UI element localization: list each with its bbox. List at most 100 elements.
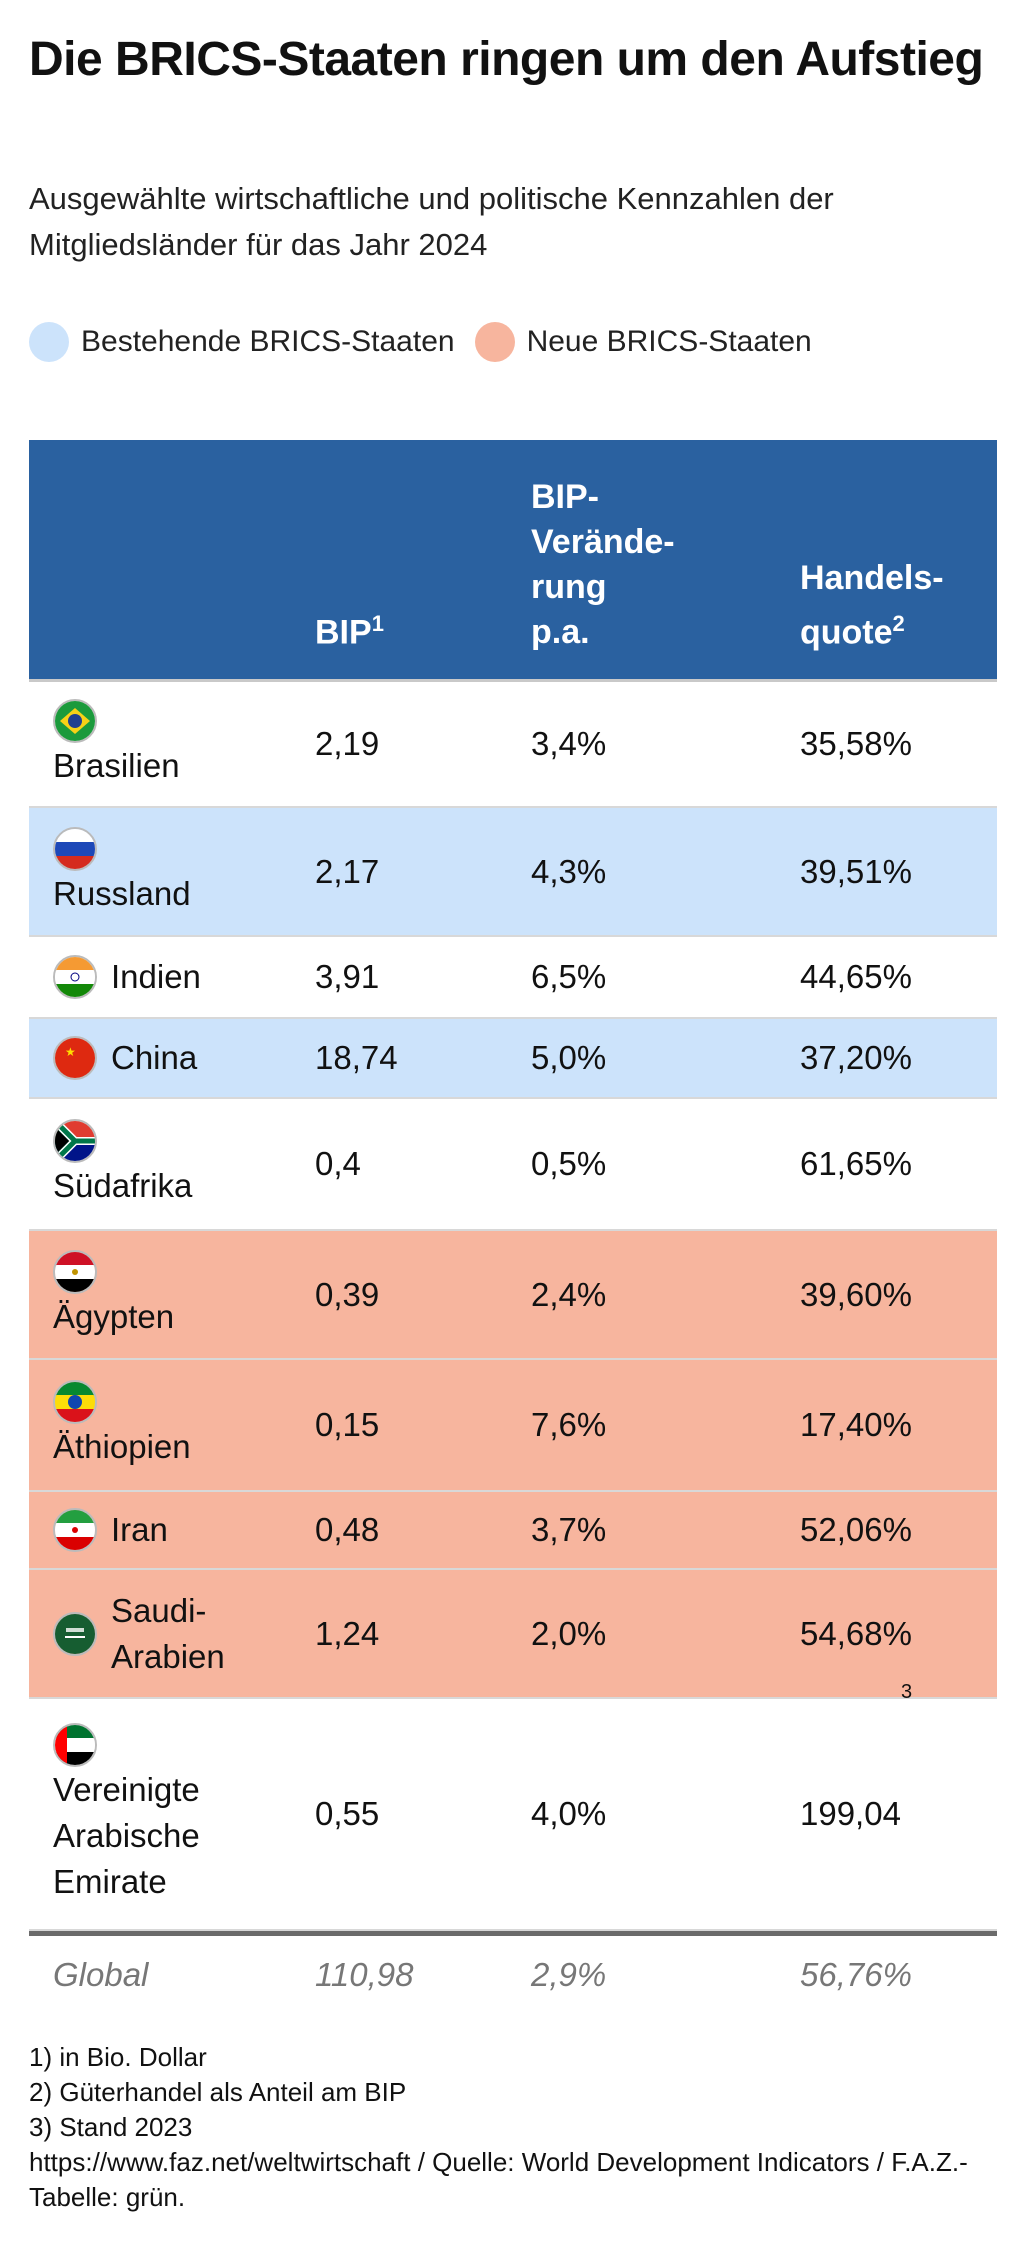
- change-cell: 6,5%: [531, 958, 607, 995]
- uae-flag-icon: [53, 1723, 97, 1767]
- trade-value: 52,06%: [800, 1511, 912, 1548]
- trade-value: 54,68%: [800, 1614, 912, 1652]
- table-row: Indien 3,91 6,5% 44,65%: [29, 937, 997, 1019]
- country-name: Saudi- Arabien: [111, 1591, 225, 1675]
- brazil-flag-icon: [53, 699, 97, 743]
- country-name: Äthiopien: [53, 1428, 191, 1465]
- trade-cell: 35,58%: [800, 682, 912, 806]
- bip-cell: 0,55: [315, 1795, 380, 1832]
- trade-cell: 199,04 3: [800, 1681, 912, 1929]
- table-row: Ägypten 0,39 2,4% 39,60%: [29, 1231, 997, 1360]
- bip-cell: 3,91: [315, 958, 380, 995]
- table-row: Südafrika 0,4 0,5% 61,65%: [29, 1099, 997, 1231]
- footnote-marker: 2: [892, 610, 905, 636]
- global-change: 2,9%: [531, 1955, 607, 1993]
- change-cell: 2,4%: [531, 1275, 607, 1313]
- bip-cell: 18,74: [315, 1039, 398, 1076]
- country-cell: Russland: [53, 808, 191, 935]
- table-row: Vereinigte Arabische Emirate 0,55 4,0% 1…: [29, 1681, 997, 1931]
- table-row: Russland 2,17 4,3% 39,51%: [29, 808, 997, 937]
- footnotes: 1) in Bio. Dollar 2) Güterhandel als Ant…: [29, 2040, 989, 2215]
- legend-swatch-existing: [29, 322, 69, 362]
- india-flag-icon: [53, 955, 97, 999]
- change-cell: 4,3%: [531, 852, 607, 890]
- iran-flag-icon: [53, 1508, 97, 1552]
- country-cell: Saudi- Arabien: [53, 1570, 225, 1697]
- global-separator: [29, 1931, 997, 1936]
- subtitle: Ausgewählte wirtschaftliche und politisc…: [29, 181, 834, 262]
- footnote: 2) Güterhandel als Anteil am BIP: [29, 2077, 407, 2107]
- saudi-arabia-flag-icon: [53, 1611, 97, 1656]
- global-label: Global: [53, 1955, 149, 1993]
- trade-cell: 61,65%: [800, 1099, 912, 1229]
- legend-label: Bestehende BRICS-Staaten: [81, 325, 455, 358]
- trade-cell: 54,68%: [800, 1570, 912, 1697]
- egypt-flag-icon: [53, 1249, 97, 1294]
- country-name: Russland: [53, 874, 191, 912]
- trade-cell: 37,20%: [800, 1019, 912, 1097]
- country-cell: ★ China: [53, 1019, 197, 1097]
- change-cell: 2,0%: [531, 1614, 607, 1652]
- trade-cell: 17,40%: [800, 1360, 912, 1490]
- country-name: Iran: [111, 1511, 168, 1548]
- table-row: Saudi- Arabien 1,24 2,0% 54,68%: [29, 1570, 997, 1699]
- ethiopia-flag-icon: [53, 1380, 97, 1424]
- change-cell: 3,7%: [531, 1511, 607, 1548]
- legend: Bestehende BRICS-Staaten Neue BRICS-Staa…: [29, 322, 832, 362]
- table-row: Iran 0,48 3,7% 52,06%: [29, 1492, 997, 1570]
- trade-value: 199,04: [800, 1795, 901, 1832]
- header-bip: BIP1: [315, 601, 384, 655]
- bip-cell: 2,17: [315, 852, 380, 890]
- footnote: 3) Stand 2023: [29, 2112, 193, 2142]
- trade-value: 35,58%: [800, 725, 912, 762]
- header-trade-label: Handels- quote: [800, 558, 944, 651]
- table-row: ★ China 18,74 5,0% 37,20%: [29, 1019, 997, 1099]
- change-cell: 7,6%: [531, 1406, 607, 1443]
- source-note: https://www.faz.net/weltwirtschaft / Que…: [29, 2147, 968, 2212]
- trade-value: 61,65%: [800, 1145, 912, 1182]
- bip-cell: 0,39: [315, 1275, 380, 1313]
- table-header: BIP1 BIP- Verände- rung p.a. Handels- qu…: [29, 440, 997, 682]
- trade-value: 39,60%: [800, 1275, 912, 1313]
- page-title: Die BRICS-Staaten ringen um den Aufstieg: [29, 33, 984, 86]
- trade-value: 17,40%: [800, 1406, 912, 1443]
- country-cell: Vereinigte Arabische Emirate: [53, 1699, 200, 1929]
- country-cell: Brasilien: [53, 682, 180, 806]
- footnote: 1) in Bio. Dollar: [29, 2042, 207, 2072]
- trade-cell: 39,60%: [800, 1231, 912, 1358]
- brics-table: BIP1 BIP- Verände- rung p.a. Handels- qu…: [29, 440, 997, 2013]
- header-bip-label: BIP: [315, 613, 372, 651]
- china-flag-icon: ★: [53, 1036, 97, 1080]
- change-cell: 5,0%: [531, 1039, 607, 1076]
- trade-value: 44,65%: [800, 958, 912, 995]
- change-cell: 0,5%: [531, 1145, 607, 1182]
- change-cell: 3,4%: [531, 725, 607, 762]
- global-row: Global 110,98 2,9% 56,76%: [29, 1936, 997, 2013]
- south-africa-flag-icon: [53, 1119, 97, 1163]
- bip-cell: 1,24: [315, 1614, 380, 1652]
- russia-flag-icon: [53, 826, 97, 871]
- trade-cell: 44,65%: [800, 937, 912, 1017]
- country-cell: Südafrika: [53, 1099, 192, 1229]
- header-change: BIP- Verände- rung p.a.: [531, 478, 675, 651]
- global-bip: 110,98: [315, 1955, 414, 1993]
- trade-value: 39,51%: [800, 852, 912, 890]
- country-name: Vereinigte Arabische Emirate: [53, 1771, 200, 1900]
- legend-item-new: Neue BRICS-Staaten: [474, 322, 812, 362]
- country-cell: Iran: [53, 1492, 168, 1568]
- country-name: China: [111, 1039, 198, 1076]
- legend-swatch-new: [474, 322, 515, 362]
- footnote-marker: 1: [371, 610, 384, 636]
- country-name: Brasilien: [53, 747, 180, 784]
- legend-label: Neue BRICS-Staaten: [526, 325, 812, 358]
- bip-cell: 0,48: [315, 1511, 380, 1548]
- trade-value: 37,20%: [800, 1039, 912, 1076]
- header-trade: Handels- quote2: [800, 556, 944, 655]
- table-row: Brasilien 2,19 3,4% 35,58%: [29, 682, 997, 808]
- table-row: Äthiopien 0,15 7,6% 17,40%: [29, 1360, 997, 1492]
- country-name: Ägypten: [53, 1297, 175, 1335]
- svg-text:★: ★: [65, 1045, 76, 1059]
- country-cell: Äthiopien: [53, 1360, 191, 1490]
- change-cell: 4,0%: [531, 1795, 607, 1832]
- global-trade: 56,76%: [800, 1955, 912, 1993]
